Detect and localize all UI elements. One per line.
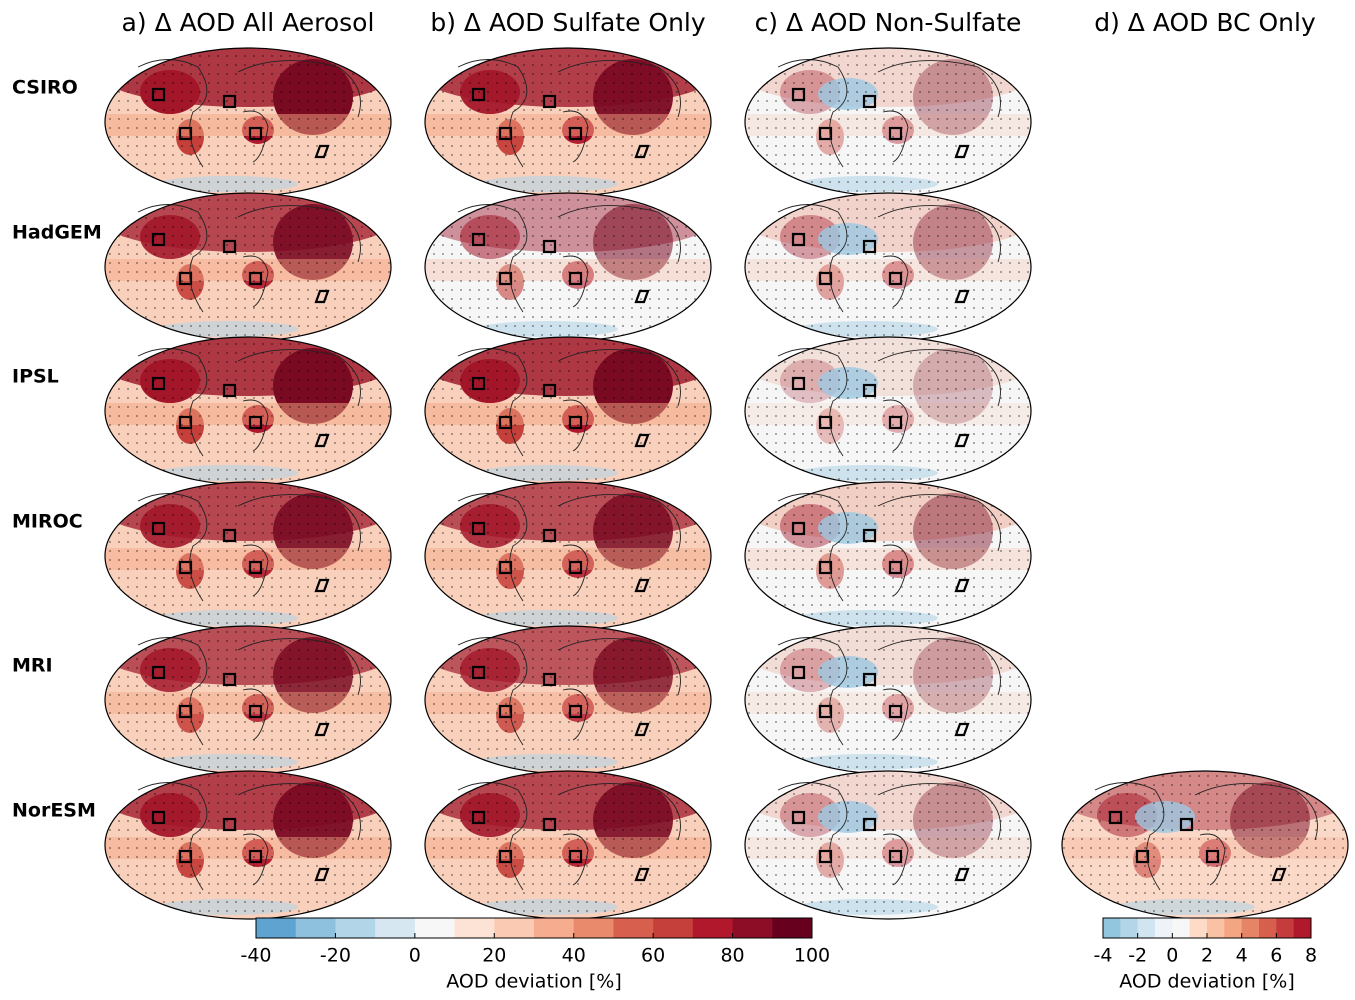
colorbar-tick-label: 0 [409, 945, 421, 967]
colorbar-segment [454, 918, 495, 938]
colorbar-tick-label: 8 [1305, 945, 1317, 967]
map-panel [424, 336, 712, 486]
colorbar-segment [1120, 918, 1139, 938]
map-panel [424, 625, 712, 775]
colorbar-segment [1224, 918, 1243, 938]
colorbar-segment [1189, 918, 1208, 938]
colorbar-segment [1276, 918, 1295, 938]
map-panel [744, 481, 1032, 631]
colorbar-tick-label: 20 [482, 945, 506, 967]
column-title: a) Δ AOD All Aerosol [122, 8, 375, 37]
colorbar-tick-label: 6 [1270, 945, 1282, 967]
map-panel [104, 770, 392, 920]
map-panel [424, 47, 712, 197]
colorbar-tick-label: 4 [1236, 945, 1248, 967]
map-panel [104, 481, 392, 631]
colorbar-segment [1293, 918, 1312, 938]
column-title: d) Δ AOD BC Only [1094, 8, 1316, 37]
colorbar-segment [613, 918, 654, 938]
colorbar-segment [573, 918, 614, 938]
colorbar-segment [256, 918, 297, 938]
colorbar-segment [1137, 918, 1156, 938]
colorbar-segment [1207, 918, 1225, 938]
map-panel [104, 192, 392, 342]
row-label: CSIRO [12, 77, 78, 99]
map-panel [744, 336, 1032, 486]
row-label: HadGEM [12, 222, 102, 244]
colorbar-label: AOD deviation [%] [1119, 971, 1295, 993]
colorbar-segment [534, 918, 575, 938]
colorbar-tick-label: 2 [1201, 945, 1213, 967]
colorbar-segment [732, 918, 773, 938]
colorbar-tick-label: -40 [240, 945, 271, 967]
row-label: MIROC [12, 511, 83, 533]
colorbar-segment [335, 918, 376, 938]
colorbar-segment [414, 918, 456, 938]
colorbar-tick-label: 60 [641, 945, 665, 967]
colorbar-tick-label: -4 [1094, 945, 1113, 967]
colorbar-segment [295, 918, 336, 938]
colorbar-tick-label: -20 [320, 945, 351, 967]
colorbar-segment [1103, 918, 1121, 938]
map-panel [424, 192, 712, 342]
colorbar-segment [1155, 918, 1173, 938]
colorbar-segment [1259, 918, 1277, 938]
colorbar-tick-label: 0 [1166, 945, 1178, 967]
map-panel [104, 625, 392, 775]
map-panel [104, 47, 392, 197]
colorbar-segment [772, 918, 813, 938]
colorbar-segment [653, 918, 694, 938]
row-label: NorESM [12, 800, 96, 822]
colorbar-segment [1241, 918, 1260, 938]
colorbar-segment [375, 918, 416, 938]
map-panel [744, 192, 1032, 342]
map-panel [744, 770, 1032, 920]
colorbar-tick-label: 80 [720, 945, 744, 967]
colorbar-tick-label: 100 [794, 945, 830, 967]
colorbar-tick-label: -2 [1128, 945, 1147, 967]
row-label: IPSL [12, 366, 59, 388]
colorbar-frame [255, 917, 813, 939]
column-title: c) Δ AOD Non-Sulfate [755, 8, 1022, 37]
colorbar-label: AOD deviation [%] [446, 971, 622, 993]
colorbar-segment [692, 918, 734, 938]
map-panel [1061, 770, 1349, 920]
map-panel [744, 625, 1032, 775]
colorbar-segment [1172, 918, 1191, 938]
colorbar-segment [494, 918, 535, 938]
map-panel [104, 336, 392, 486]
row-label: MRI [12, 655, 53, 677]
map-panel [424, 481, 712, 631]
map-panel [424, 770, 712, 920]
map-panel [744, 47, 1032, 197]
column-title: b) Δ AOD Sulfate Only [430, 8, 706, 37]
colorbar-tick-label: 40 [562, 945, 586, 967]
